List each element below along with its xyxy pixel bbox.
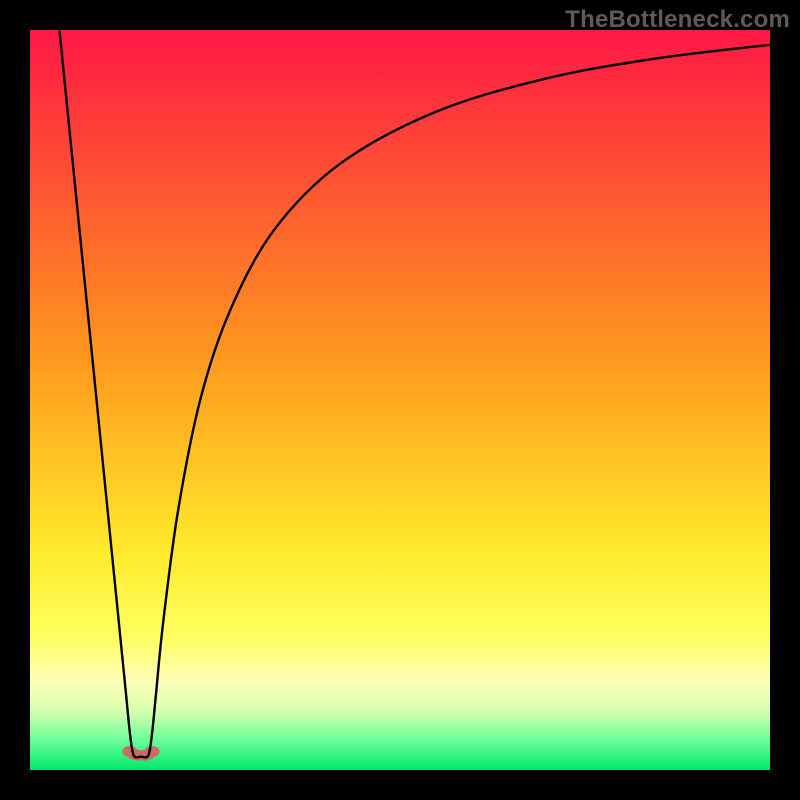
chart-svg bbox=[30, 30, 770, 770]
gradient-background bbox=[30, 30, 770, 770]
plot-area bbox=[30, 30, 770, 770]
chart-frame: TheBottleneck.com bbox=[0, 0, 800, 800]
